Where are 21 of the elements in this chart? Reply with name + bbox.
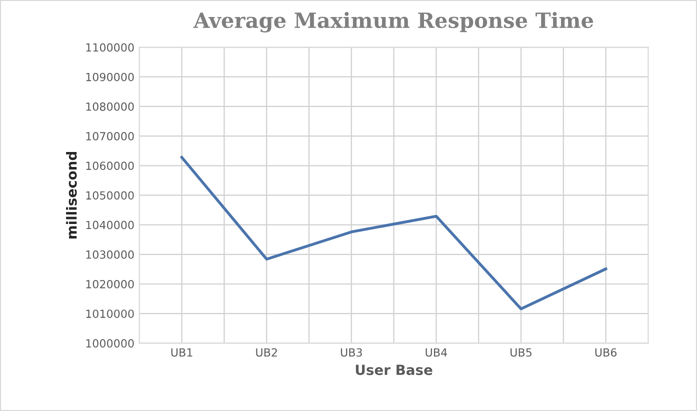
x-tick-label: UB3 bbox=[340, 348, 362, 357]
y-tick-label: 1010000 bbox=[86, 310, 134, 318]
x-tick-label: UB1 bbox=[171, 348, 192, 357]
x-tick-label: UB4 bbox=[426, 348, 447, 357]
y-axis-title: millisecond bbox=[66, 152, 77, 238]
y-tick-label: 1090000 bbox=[86, 72, 134, 82]
chart-title: Average Maximum Response Time bbox=[193, 12, 594, 32]
y-tick-label: 1080000 bbox=[86, 102, 134, 111]
y-tick-label: 1060000 bbox=[86, 162, 134, 170]
y-tick-label: 1050000 bbox=[86, 191, 134, 200]
y-tick-label: 1020000 bbox=[86, 280, 134, 288]
y-tick-label: 1030000 bbox=[86, 250, 134, 259]
y-tick-label: 1100000 bbox=[86, 43, 134, 52]
y-tick-label: 1040000 bbox=[86, 220, 134, 230]
x-tick-label: UB2 bbox=[256, 348, 277, 357]
y-tick-label: 1000000 bbox=[86, 339, 134, 348]
x-tick-label: UB5 bbox=[510, 348, 532, 357]
x-tick-label: UB6 bbox=[595, 348, 617, 357]
line-series bbox=[180, 156, 608, 310]
x-axis-title: User Base bbox=[356, 364, 432, 376]
y-tick-label: 1070000 bbox=[86, 132, 134, 140]
